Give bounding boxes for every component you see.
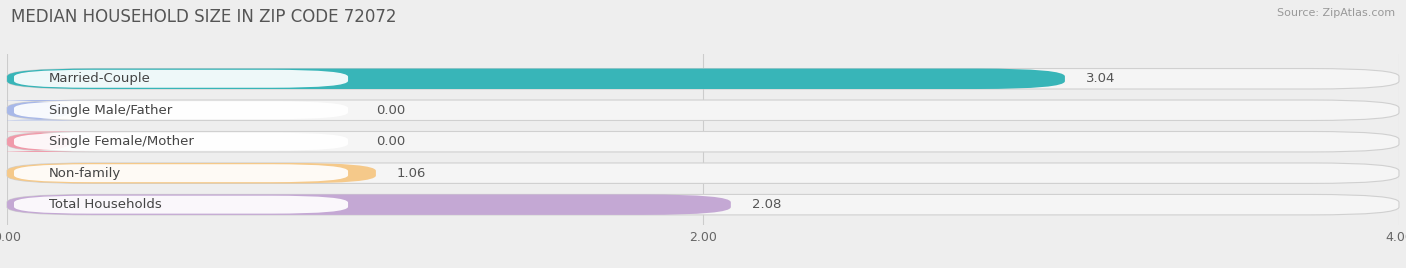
Text: Married-Couple: Married-Couple xyxy=(49,72,150,85)
Text: 2.08: 2.08 xyxy=(752,198,782,211)
Text: 3.04: 3.04 xyxy=(1085,72,1115,85)
FancyBboxPatch shape xyxy=(7,69,1399,89)
Text: 0.00: 0.00 xyxy=(375,135,405,148)
Text: Total Households: Total Households xyxy=(49,198,162,211)
FancyBboxPatch shape xyxy=(14,196,349,214)
FancyBboxPatch shape xyxy=(7,195,731,215)
FancyBboxPatch shape xyxy=(7,163,375,183)
FancyBboxPatch shape xyxy=(7,195,1399,215)
FancyBboxPatch shape xyxy=(0,100,94,121)
FancyBboxPatch shape xyxy=(0,132,94,152)
FancyBboxPatch shape xyxy=(7,69,1064,89)
Text: Source: ZipAtlas.com: Source: ZipAtlas.com xyxy=(1277,8,1395,18)
Text: 0.00: 0.00 xyxy=(375,104,405,117)
Text: 1.06: 1.06 xyxy=(396,167,426,180)
FancyBboxPatch shape xyxy=(14,164,349,182)
FancyBboxPatch shape xyxy=(14,101,349,119)
FancyBboxPatch shape xyxy=(7,132,1399,152)
FancyBboxPatch shape xyxy=(7,163,1399,183)
FancyBboxPatch shape xyxy=(7,100,1399,121)
Text: Non-family: Non-family xyxy=(49,167,121,180)
FancyBboxPatch shape xyxy=(14,133,349,151)
FancyBboxPatch shape xyxy=(14,70,349,88)
Text: MEDIAN HOUSEHOLD SIZE IN ZIP CODE 72072: MEDIAN HOUSEHOLD SIZE IN ZIP CODE 72072 xyxy=(11,8,396,26)
Text: Single Female/Mother: Single Female/Mother xyxy=(49,135,194,148)
Text: Single Male/Father: Single Male/Father xyxy=(49,104,172,117)
